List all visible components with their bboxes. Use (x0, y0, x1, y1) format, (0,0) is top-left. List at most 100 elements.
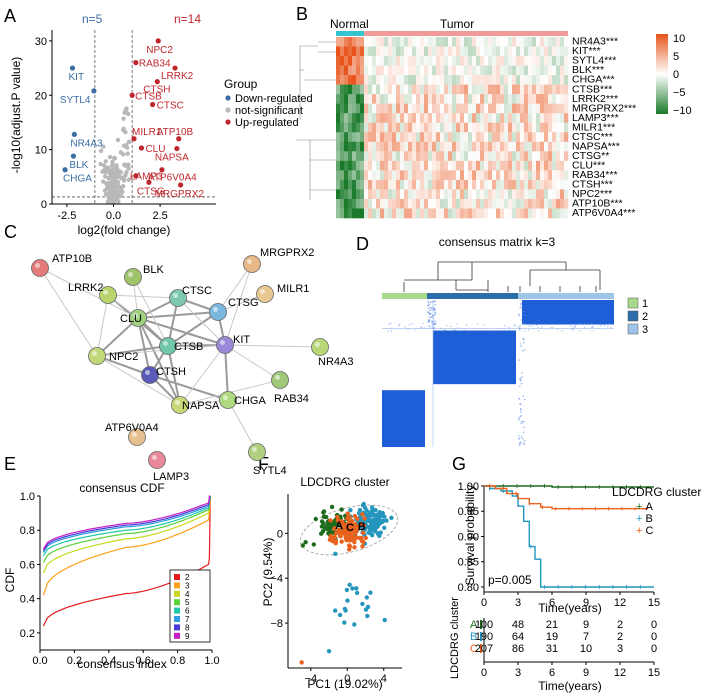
heatmap-cell (344, 132, 349, 143)
ns-point (103, 159, 108, 164)
ns-point (124, 169, 129, 175)
heatmap-cell (556, 94, 561, 104)
heatmap-cell (364, 141, 369, 152)
consensus-fringe (518, 417, 520, 419)
network-node (216, 336, 234, 354)
heatmap-cell (440, 151, 445, 162)
heatmap-cell (552, 103, 557, 114)
heatmap-cell (364, 37, 369, 47)
consensus-fringe (519, 409, 522, 411)
heatmap-cell (344, 141, 349, 152)
heatmap-cell (532, 46, 537, 57)
heatmap-cell (372, 208, 377, 219)
pca-point (335, 514, 340, 520)
heatmap-cell (356, 151, 361, 162)
heatmap-cell (536, 151, 541, 162)
ns-point (121, 116, 126, 121)
heatmap-cell (392, 65, 397, 76)
heatmap-cell (352, 122, 357, 133)
heatmap-cell (412, 84, 417, 95)
consensus-fringe (430, 316, 432, 318)
heatmap-cell (512, 56, 517, 66)
risk-cell: 10 (580, 643, 592, 655)
consensus-fringe (523, 443, 525, 446)
network-edge (224, 344, 321, 348)
heatmap-cell (388, 141, 393, 152)
heatmap-cell (372, 189, 377, 200)
heatmap-cell (520, 151, 525, 162)
heatmap-cell (428, 94, 433, 104)
heatmap-cell (500, 46, 505, 57)
heatmap-cell (524, 151, 529, 162)
heatmap-cell (360, 208, 365, 219)
heatmap-cell (392, 46, 397, 57)
heatmap-cell (424, 84, 429, 95)
heatmap-cell (472, 84, 477, 95)
ns-point (122, 162, 127, 167)
heatmap-cell (448, 141, 453, 152)
network-node-highlight (220, 340, 225, 345)
risk-cell: 2 (617, 631, 623, 643)
heatmap-cell (564, 84, 569, 95)
network-node (209, 303, 227, 321)
heatmap-cell (532, 56, 537, 66)
pca-point (348, 508, 353, 513)
heatmap-cell (404, 122, 409, 133)
heatmap-cell (356, 132, 361, 143)
pca-point (346, 533, 352, 539)
heatmap-cell (340, 94, 345, 104)
heatmap-cell (336, 122, 341, 133)
heatmap-cell (336, 132, 341, 143)
heatmap-cell (340, 208, 345, 219)
heatmap-cell (420, 37, 425, 47)
pca-point (328, 518, 333, 523)
heatmap-cell (448, 122, 453, 133)
heatmap-cell (452, 103, 457, 114)
consensus-fringe (519, 325, 521, 327)
consensus-fringe (523, 349, 526, 351)
heatmap-cell (448, 189, 453, 200)
heatmap-cell (436, 151, 441, 162)
heatmap-cell (512, 141, 517, 152)
heatmap-cell (392, 75, 397, 85)
heatmap-cell (408, 56, 413, 66)
heatmap-cell (528, 198, 533, 209)
heatmap-cell (500, 132, 505, 143)
heatmap-cell (440, 94, 445, 104)
survival-x-tick-label: 3 (515, 597, 521, 609)
cdf-legend-swatch (174, 599, 180, 606)
consensus-fringe (519, 385, 521, 387)
network-edge (227, 399, 258, 453)
heatmap-cell (480, 160, 485, 171)
heatmap-cell (564, 65, 569, 76)
pca-point (378, 530, 383, 535)
heatmap-cell (348, 208, 353, 219)
heatmap-cell (364, 122, 369, 133)
heatmap-cell (372, 122, 377, 133)
volcano-plot: KITSYTL4NR4A3BLKCHGANPC2RAB34LRRK2CTSHCT… (9, 12, 313, 237)
ns-point (115, 197, 120, 202)
consensus-fringe (522, 310, 525, 313)
heatmap-cell (404, 189, 409, 200)
network-node-label: SYTL4 (253, 465, 287, 477)
heatmap-cell (532, 122, 537, 133)
network-edge (96, 345, 169, 357)
pca-x-tick-label: 4 (381, 673, 387, 685)
heatmap-cell (476, 103, 481, 114)
cdf-line (42, 495, 211, 596)
heatmap-row-label: LRRK2*** (572, 93, 618, 105)
heatmap-cell (432, 37, 437, 47)
up-point (133, 173, 139, 179)
heatmap-cell (464, 141, 469, 152)
heatmap-cell (448, 75, 453, 85)
heatmap-cell (372, 65, 377, 76)
down-point-label: NR4A3 (70, 138, 103, 149)
heatmap-cell (556, 151, 561, 162)
heatmap-cell (476, 37, 481, 47)
heatmap-cell (364, 151, 369, 162)
pca-point (347, 582, 352, 587)
consensus-fringe (431, 323, 434, 325)
heatmap-cell (456, 75, 461, 85)
ns-point (123, 108, 129, 114)
heatmap-cell (348, 113, 353, 124)
